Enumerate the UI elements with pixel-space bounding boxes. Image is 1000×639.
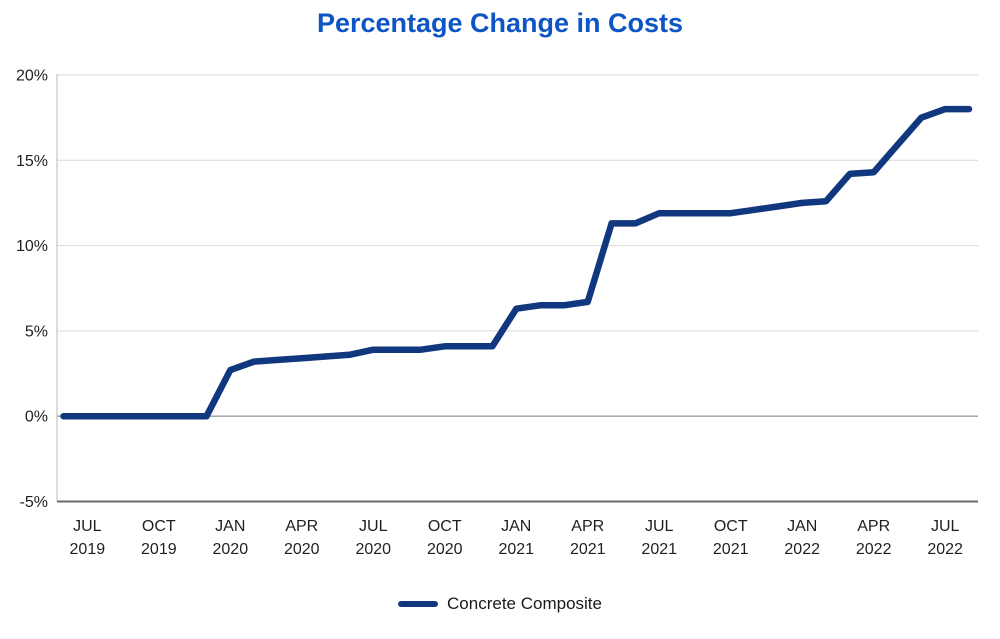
x-tick-month: JAN bbox=[215, 518, 245, 535]
y-tick-label: 5% bbox=[25, 323, 48, 340]
x-tick-year: 2020 bbox=[213, 541, 249, 558]
x-tick-month: JUL bbox=[73, 518, 102, 535]
x-tick-month: JUL bbox=[359, 518, 388, 535]
y-tick-label: 15% bbox=[16, 153, 48, 170]
x-tick-month: JAN bbox=[787, 518, 817, 535]
y-tick-label: 20% bbox=[16, 68, 48, 85]
x-tick-year: 2022 bbox=[856, 541, 892, 558]
x-tick-month: OCT bbox=[142, 518, 176, 535]
x-tick-year: 2019 bbox=[70, 541, 106, 558]
x-tick-year: 2021 bbox=[570, 541, 606, 558]
x-tick-year: 2021 bbox=[498, 541, 534, 558]
legend-label: Concrete Composite bbox=[447, 594, 602, 613]
x-tick-year: 2020 bbox=[355, 541, 391, 558]
x-tick-month: OCT bbox=[428, 518, 462, 535]
x-tick-month: APR bbox=[571, 518, 604, 535]
legend: Concrete Composite bbox=[0, 591, 1000, 617]
x-tick-year: 2019 bbox=[141, 541, 177, 558]
x-tick-month: JUL bbox=[931, 518, 960, 535]
x-tick-month: OCT bbox=[714, 518, 748, 535]
y-tick-label: 0% bbox=[25, 409, 48, 426]
legend-line-swatch bbox=[398, 601, 439, 607]
x-tick-month: APR bbox=[285, 518, 318, 535]
x-tick-year: 2020 bbox=[284, 541, 320, 558]
x-tick-year: 2020 bbox=[427, 541, 463, 558]
x-tick-month: JUL bbox=[645, 518, 674, 535]
y-tick-label: -5% bbox=[20, 494, 48, 511]
x-tick-year: 2022 bbox=[784, 541, 820, 558]
x-tick-year: 2021 bbox=[641, 541, 677, 558]
x-tick-month: JAN bbox=[501, 518, 531, 535]
x-tick-year: 2021 bbox=[713, 541, 749, 558]
x-tick-year: 2022 bbox=[927, 541, 963, 558]
y-tick-label: 10% bbox=[16, 238, 48, 255]
chart-title: Percentage Change in Costs bbox=[316, 8, 684, 38]
concrete-composite-line bbox=[60, 105, 973, 420]
x-tick-month: APR bbox=[857, 518, 890, 535]
